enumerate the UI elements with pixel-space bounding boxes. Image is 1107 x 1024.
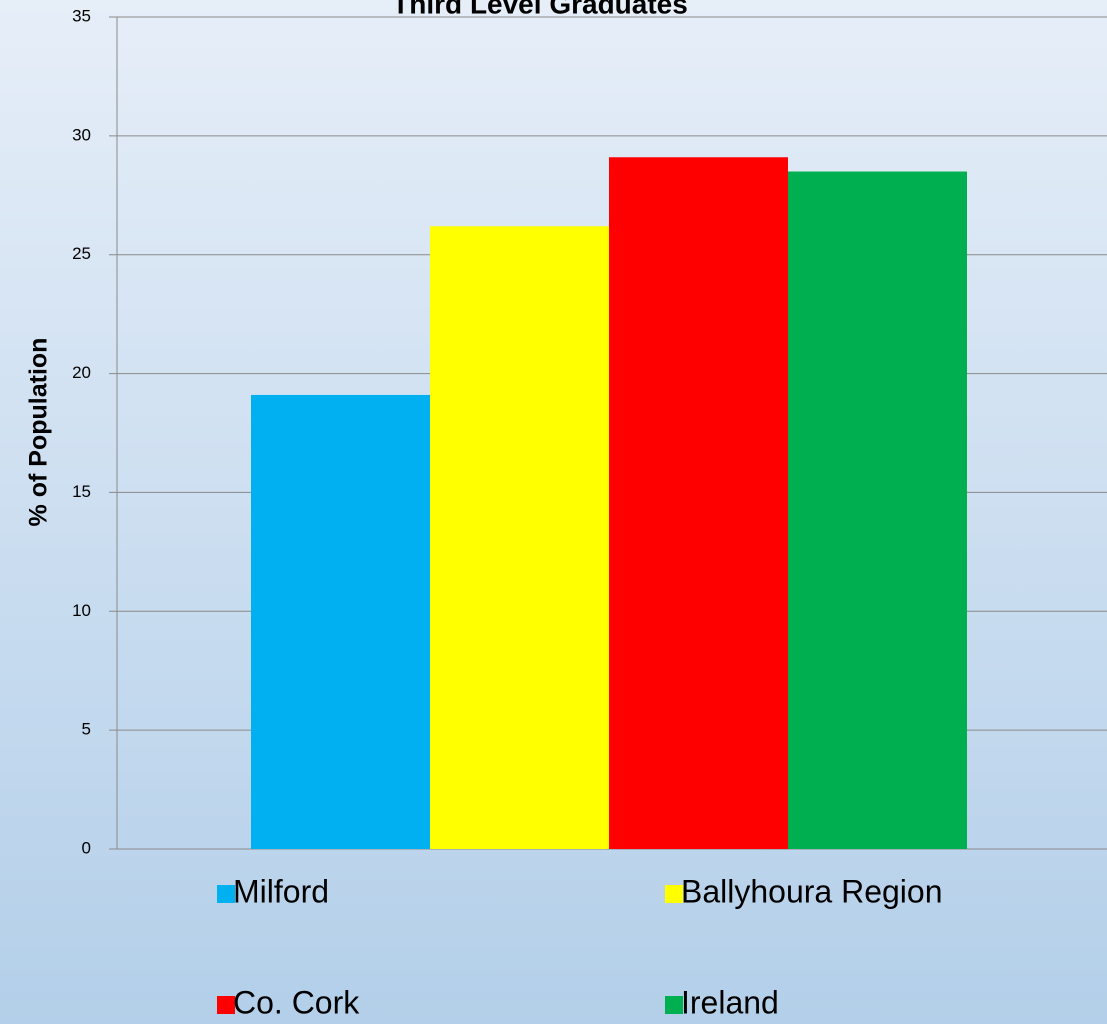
y-tick-label: 35: [72, 6, 91, 25]
y-tick-label: 5: [82, 720, 91, 739]
y-axis-label: % of Population: [25, 338, 53, 527]
legend-swatch: [665, 996, 683, 1014]
bar: [430, 226, 609, 849]
bar: [251, 394, 430, 849]
legend-swatch: [217, 996, 235, 1014]
y-tick-label: 30: [72, 125, 91, 144]
legend-label: Co. Cork: [233, 984, 360, 1020]
legend-label: Milford: [233, 873, 329, 909]
bar: [609, 157, 788, 849]
legend-label: Ballyhoura Region: [681, 873, 943, 909]
chart-title: Third Level Graduates: [392, 0, 688, 19]
legend-swatch: [665, 885, 683, 903]
y-tick-label: 20: [72, 363, 91, 382]
y-tick-label: 0: [82, 838, 91, 857]
legend-label: Ireland: [681, 984, 779, 1020]
bar: [788, 171, 967, 849]
y-tick-label: 15: [72, 482, 91, 501]
legend-swatch: [217, 885, 235, 903]
y-tick-label: 10: [72, 601, 91, 620]
y-tick-label: 25: [72, 244, 91, 263]
